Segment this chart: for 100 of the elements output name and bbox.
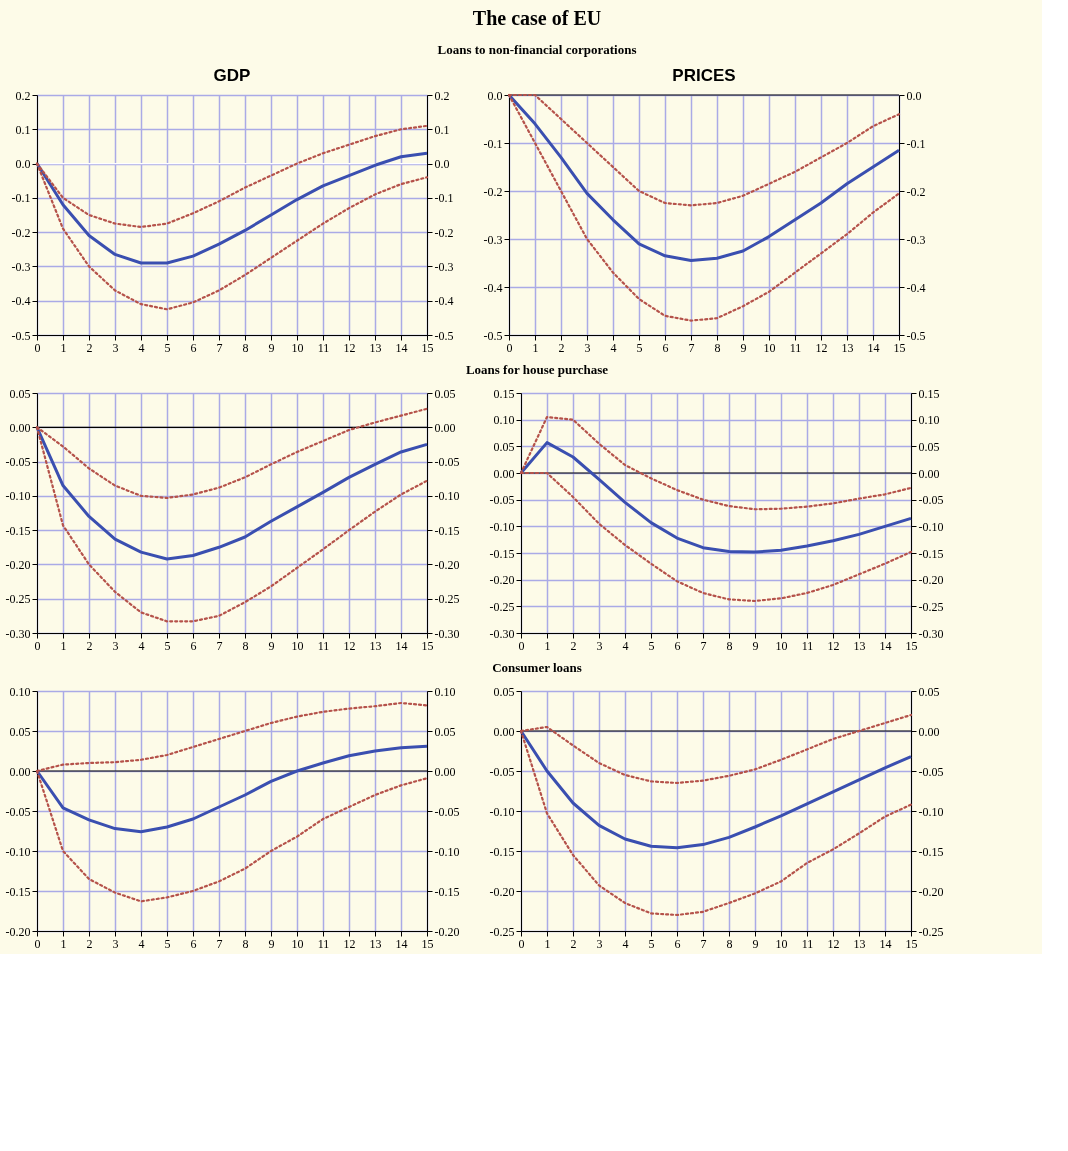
x-tick-label: 12	[815, 340, 828, 355]
x-tick-label: 7	[700, 638, 707, 653]
y2-tick-label: -0.5	[906, 328, 926, 343]
y2-tick-label: 0.05	[918, 439, 940, 454]
y2-tick-label: 0.15	[918, 386, 940, 401]
x-tick-label: 4	[138, 638, 145, 653]
y-tick-label: -0.15	[5, 523, 31, 538]
x-tick-label: 9	[740, 340, 747, 355]
y-tick-label: 0.00	[9, 764, 31, 779]
x-tick-label: 9	[752, 638, 759, 653]
x-tick-label: 8	[242, 936, 249, 951]
x-tick-label: 13	[853, 638, 866, 653]
x-tick-label: 2	[86, 936, 93, 951]
y-tick-label: -0.10	[5, 489, 31, 504]
y2-tick-label: -0.10	[434, 489, 460, 504]
y-tick-label: -0.3	[11, 259, 31, 274]
x-tick-label: 9	[268, 936, 275, 951]
text: Loans for house purchase	[465, 362, 609, 377]
x-tick-label: 5	[164, 936, 171, 951]
x-tick-label: 6	[662, 340, 669, 355]
x-tick-label: 0	[506, 340, 513, 355]
x-tick-label: 2	[570, 638, 577, 653]
y2-tick-label: -0.3	[434, 259, 454, 274]
x-tick-label: 12	[343, 340, 356, 355]
y-tick-label: -0.15	[489, 546, 515, 561]
x-tick-label: 0	[34, 936, 41, 951]
x-tick-label: 7	[688, 340, 695, 355]
y-tick-label: 0.10	[493, 413, 515, 428]
y-tick-label: -0.05	[489, 764, 515, 779]
x-tick-label: 5	[636, 340, 643, 355]
x-tick-label: 13	[369, 638, 382, 653]
y2-tick-label: -0.1	[906, 136, 926, 151]
y-tick-label: -0.1	[11, 191, 31, 206]
x-tick-label: 13	[841, 340, 854, 355]
x-tick-label: 1	[60, 936, 67, 951]
text: The case of EU	[472, 7, 602, 29]
x-tick-label: 15	[905, 638, 918, 653]
x-tick-label: 10	[775, 638, 788, 653]
y2-tick-label: -0.3	[906, 232, 926, 247]
chart-title: PRICES	[672, 66, 736, 85]
y-tick-label: -0.05	[5, 455, 31, 470]
x-tick-label: 5	[164, 638, 171, 653]
x-tick-label: 14	[879, 638, 892, 653]
y-tick-label: -0.15	[489, 844, 515, 859]
x-tick-label: 1	[544, 936, 551, 951]
x-tick-label: 14	[879, 936, 892, 951]
y2-tick-label: -0.05	[434, 455, 460, 470]
y2-tick-label: 0.10	[918, 413, 940, 428]
y2-tick-label: 0.00	[434, 764, 456, 779]
y2-tick-label: 0.0	[434, 157, 450, 172]
y-tick-label: -0.20	[5, 924, 31, 939]
y2-tick-label: 0.10	[434, 684, 456, 699]
x-tick-label: 4	[610, 340, 617, 355]
x-tick-label: 8	[726, 936, 733, 951]
y-tick-label: -0.20	[489, 573, 515, 588]
y-tick-label: -0.5	[483, 328, 503, 343]
y2-tick-label: -0.4	[434, 294, 454, 309]
x-tick-label: 7	[216, 638, 223, 653]
y2-tick-label: 0.05	[918, 684, 940, 699]
x-tick-label: 7	[216, 936, 223, 951]
x-tick-label: 12	[343, 638, 356, 653]
y2-tick-label: -0.30	[434, 626, 460, 641]
x-tick-label: 6	[190, 340, 197, 355]
x-tick-label: 9	[268, 638, 275, 653]
y2-tick-label: 0.00	[918, 724, 940, 739]
y2-tick-label: -0.25	[918, 924, 944, 939]
y-tick-label: -0.1	[483, 136, 503, 151]
x-tick-label: 14	[395, 638, 408, 653]
x-tick-label: 5	[164, 340, 171, 355]
y-tick-label: -0.20	[5, 557, 31, 572]
x-tick-label: 11	[317, 340, 330, 355]
y-tick-label: -0.3	[483, 232, 503, 247]
y-tick-label: -0.25	[489, 924, 515, 939]
y2-tick-label: -0.25	[434, 592, 460, 607]
x-tick-label: 3	[596, 936, 603, 951]
y-tick-label: -0.10	[489, 804, 515, 819]
y-tick-label: -0.20	[489, 884, 515, 899]
y2-tick-label: -0.5	[434, 328, 454, 343]
x-tick-label: 2	[570, 936, 577, 951]
x-tick-label: 15	[421, 936, 434, 951]
y2-tick-label: -0.10	[918, 804, 944, 819]
x-tick-label: 6	[190, 638, 197, 653]
x-tick-label: 1	[532, 340, 539, 355]
y-tick-label: 0.2	[15, 88, 31, 103]
x-tick-label: 15	[905, 936, 918, 951]
y2-tick-label: -0.15	[918, 546, 944, 561]
x-tick-label: 4	[622, 638, 629, 653]
x-tick-label: 10	[775, 936, 788, 951]
y2-tick-label: -0.05	[918, 764, 944, 779]
x-tick-label: 3	[596, 638, 603, 653]
x-tick-label: 11	[789, 340, 802, 355]
y-tick-label: 0.00	[493, 724, 515, 739]
x-tick-label: 10	[291, 638, 304, 653]
x-tick-label: 1	[544, 638, 551, 653]
x-tick-label: 11	[801, 936, 814, 951]
y-tick-label: 0.0	[15, 157, 31, 172]
x-tick-label: 7	[700, 936, 707, 951]
y-tick-label: 0.05	[493, 684, 515, 699]
y-tick-label: -0.5	[11, 328, 31, 343]
y-tick-label: 0.05	[9, 386, 31, 401]
